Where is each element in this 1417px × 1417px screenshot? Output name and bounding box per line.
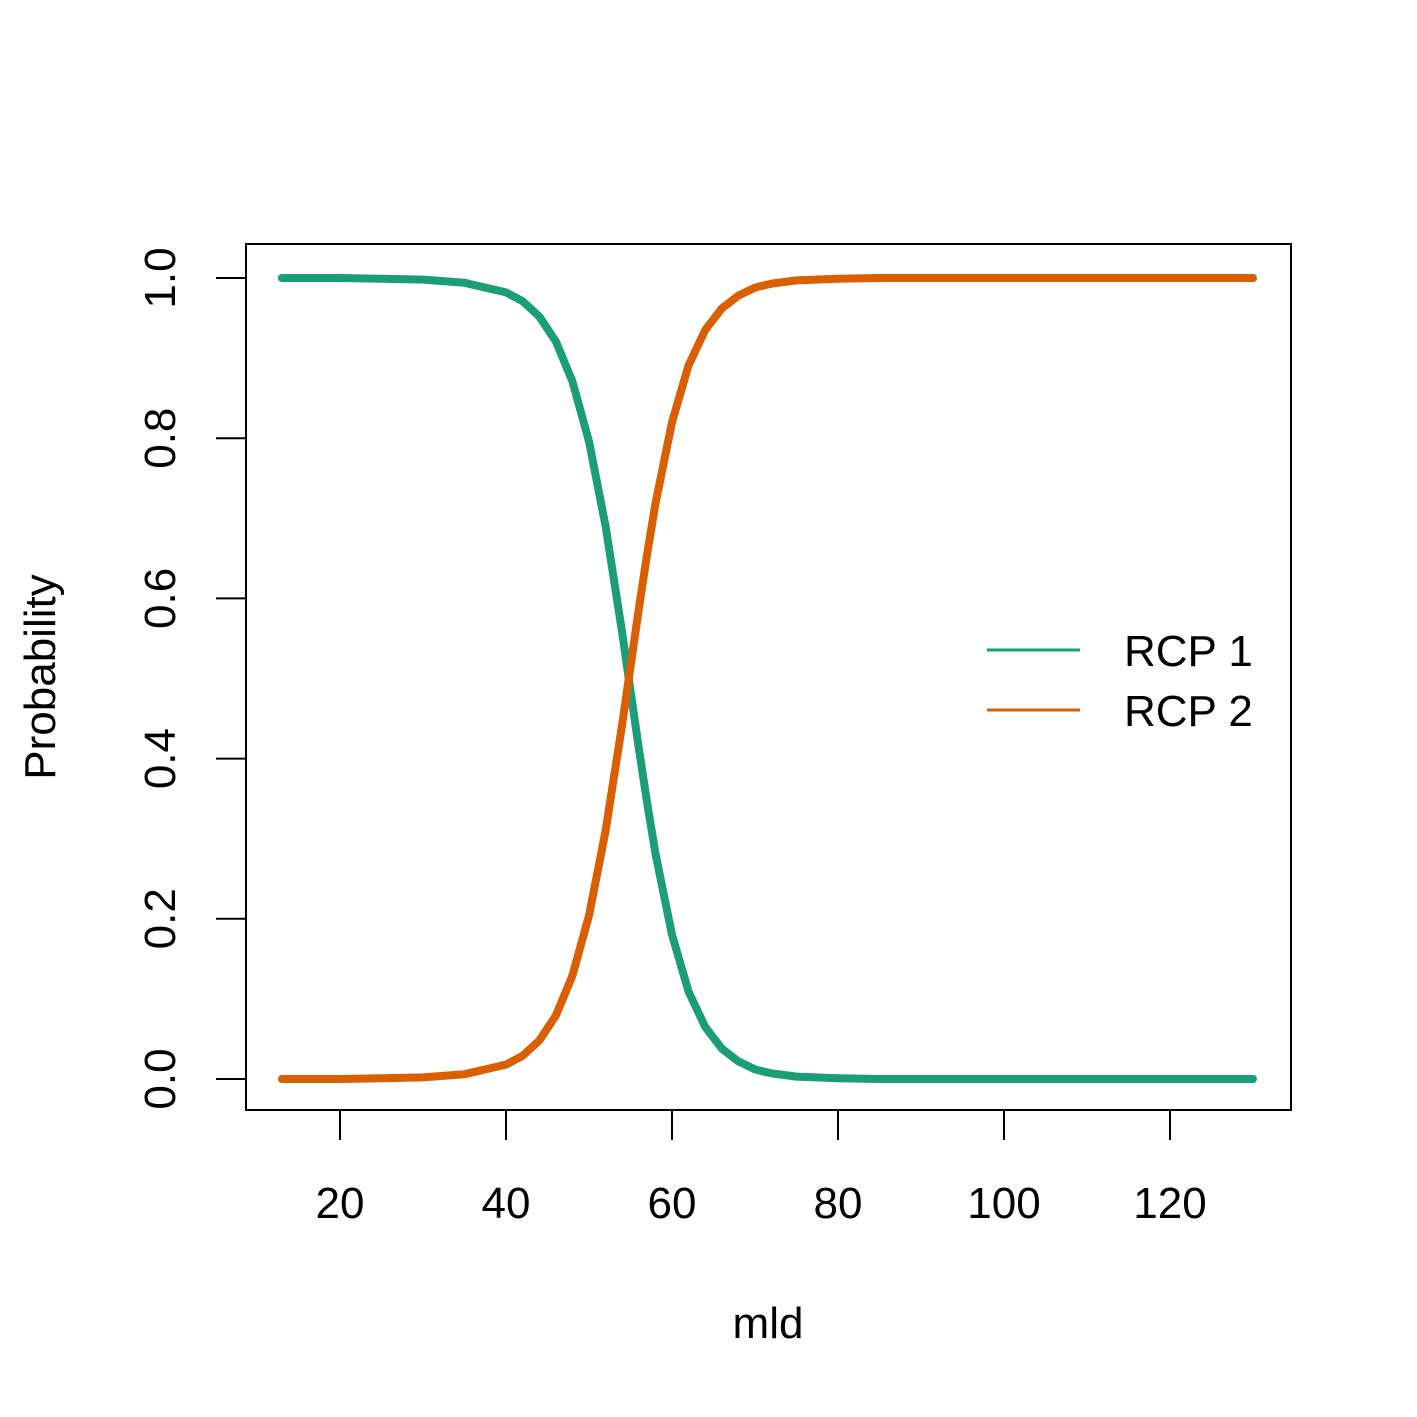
legend: RCP 1 RCP 2 [987, 627, 1253, 736]
legend-label: RCP 2 [1124, 687, 1253, 736]
series-line [277, 274, 1257, 1083]
y-tick-label: 0.4 [136, 728, 185, 789]
x-tick-label: 80 [814, 1179, 863, 1228]
y-axis-title: Probability [16, 574, 65, 779]
series-lines [277, 274, 1257, 1083]
x-tick-label: 120 [1133, 1179, 1206, 1228]
x-axis-title: mld [733, 1299, 804, 1348]
y-tick-label: 1.0 [136, 247, 185, 308]
legend-label: RCP 1 [1124, 627, 1253, 676]
x-tick-label: 60 [648, 1179, 697, 1228]
y-axis: 0.0 0.2 0.4 0.6 0.8 1.0 [136, 247, 247, 1110]
series-line [277, 274, 1257, 1083]
plot-area-frame [245, 243, 1292, 1111]
x-tick-label: 100 [967, 1179, 1040, 1228]
y-tick-label: 0.8 [136, 408, 185, 469]
x-tick-label: 40 [482, 1179, 531, 1228]
y-tick-label: 0.6 [136, 568, 185, 629]
x-tick-label: 20 [316, 1179, 365, 1228]
x-axis: 20 40 60 80 100 120 [316, 1109, 1207, 1228]
y-tick-label: 0.0 [136, 1048, 185, 1109]
y-tick-label: 0.2 [136, 888, 185, 949]
